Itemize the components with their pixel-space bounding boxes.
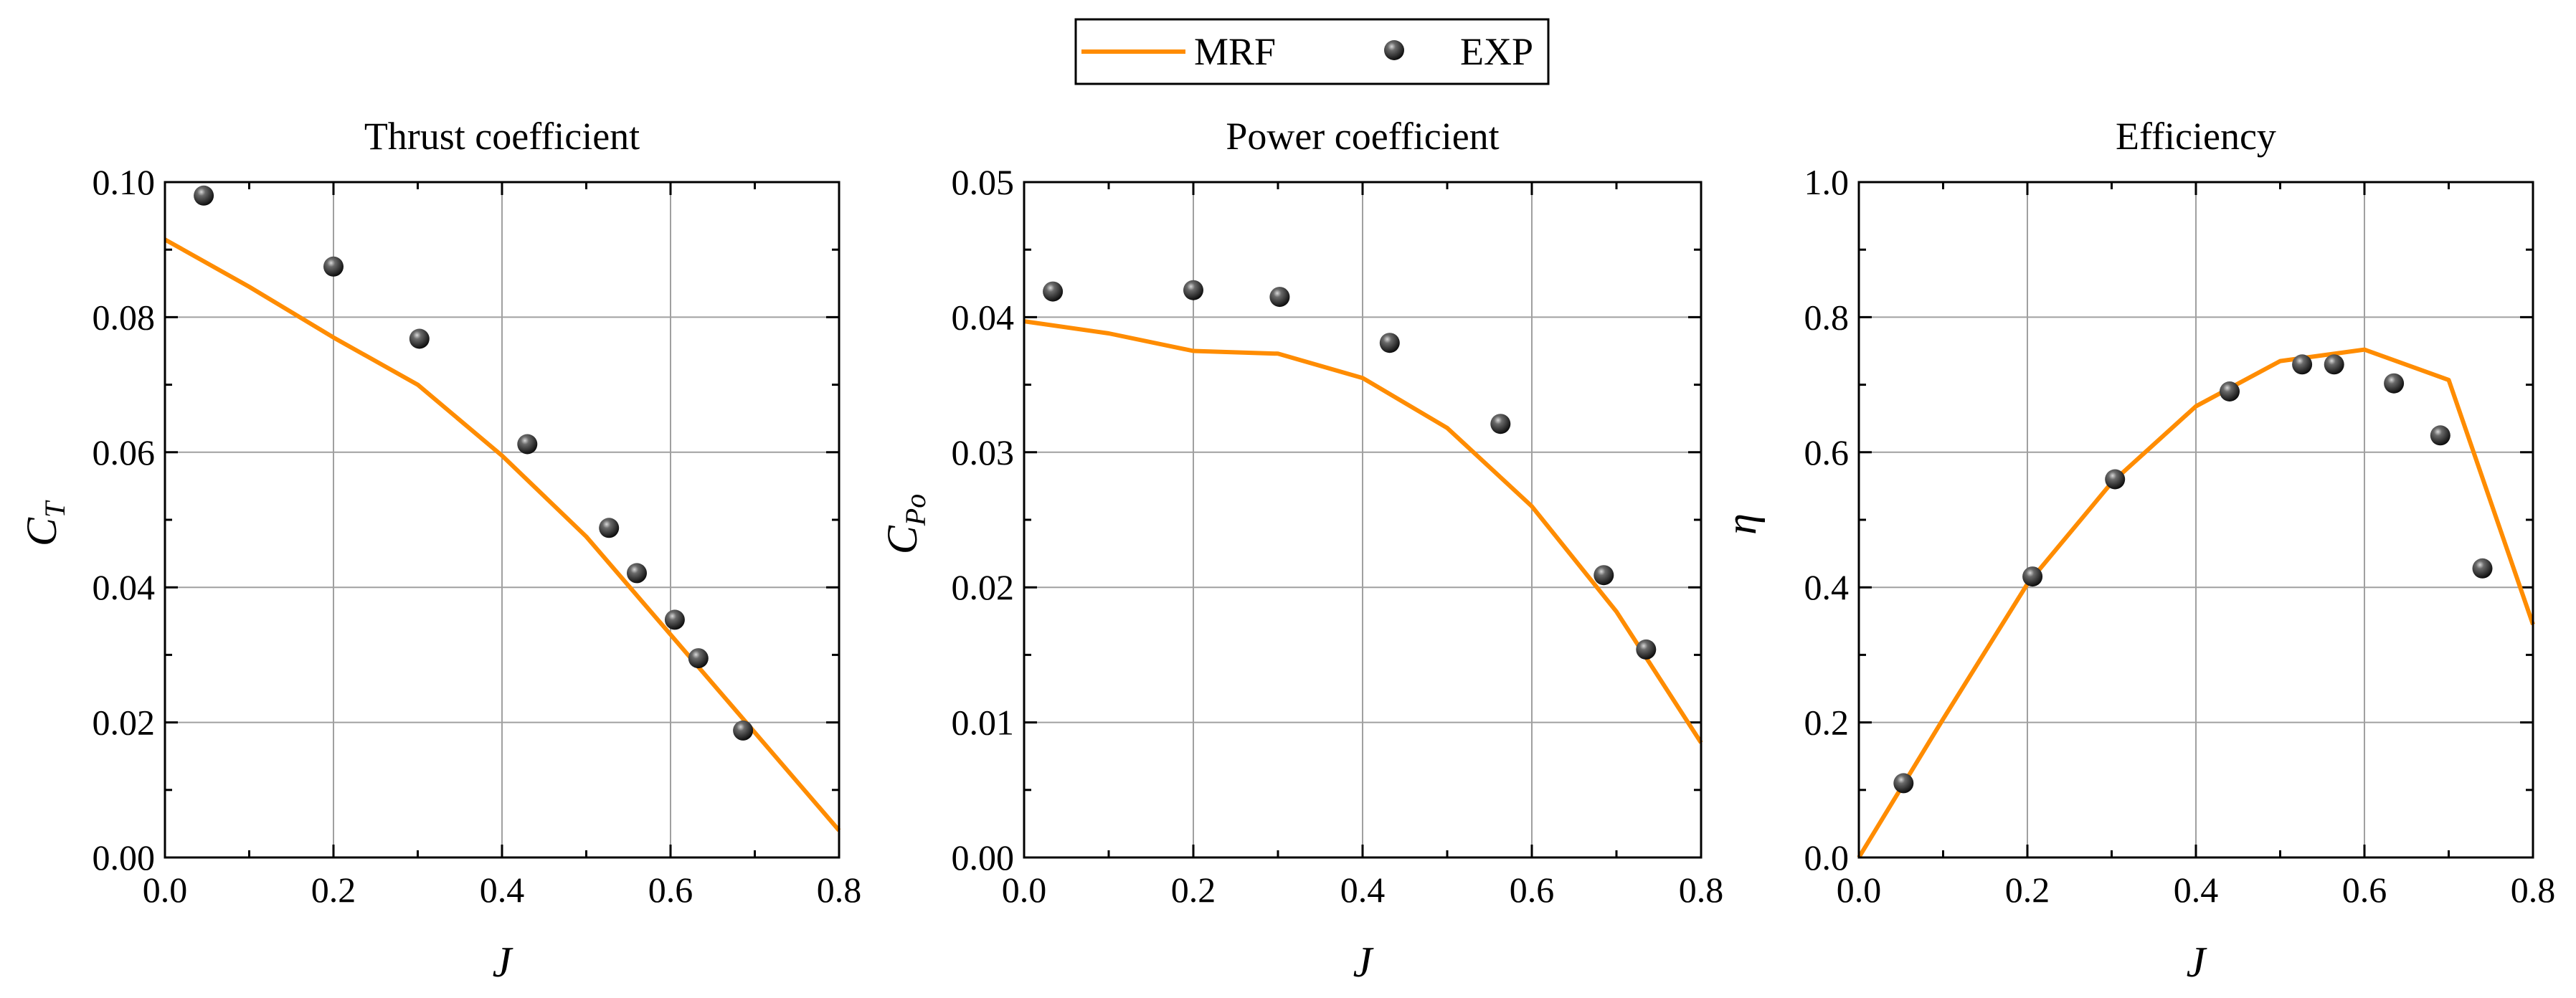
thrust-mrf-line bbox=[164, 237, 841, 832]
efficiency-exp-point bbox=[2105, 469, 2126, 490]
efficiency-exp-point bbox=[2324, 354, 2344, 375]
thrust-exp-point bbox=[664, 609, 685, 630]
ylabel-power-main: C bbox=[879, 525, 926, 554]
svg-text:CPo: CPo bbox=[879, 494, 932, 554]
thrust-exp-point bbox=[599, 518, 620, 538]
thrust-ytick-label: 0.04 bbox=[93, 567, 156, 607]
efficiency-ytick-label: 1.0 bbox=[1804, 162, 1850, 202]
efficiency-exp-point bbox=[2292, 354, 2313, 375]
thrust-exp-point bbox=[194, 185, 214, 206]
efficiency-exp-point bbox=[2472, 558, 2493, 579]
thrust-exp-point bbox=[688, 648, 709, 669]
thrust-ytick-label: 0.10 bbox=[93, 162, 156, 202]
power-exp-point bbox=[1043, 281, 1064, 302]
thrust-xtick-label: 0.4 bbox=[480, 870, 525, 910]
power-ytick-label: 0.02 bbox=[952, 567, 1015, 607]
thrust-exp-point bbox=[323, 256, 344, 277]
efficiency-exp-point bbox=[2384, 373, 2405, 394]
panel-title-thrust: Thrust coefficient bbox=[364, 115, 640, 158]
thrust-exp-point bbox=[627, 563, 647, 584]
ylabel-efficiency-main: η bbox=[1718, 513, 1765, 535]
xlabel-thrust: J bbox=[493, 938, 513, 986]
thrust-exp-point bbox=[409, 328, 430, 349]
thrust-exp-point bbox=[517, 434, 538, 455]
efficiency-ytick-label: 0.6 bbox=[1804, 432, 1850, 472]
power-exp-point bbox=[1490, 414, 1511, 434]
thrust-xtick-label: 0.8 bbox=[817, 870, 862, 910]
power-exp-point bbox=[1183, 280, 1203, 300]
power-ytick-label: 0.04 bbox=[952, 297, 1015, 337]
power-xtick-label: 0.2 bbox=[1171, 870, 1216, 910]
power-plot-frame bbox=[1023, 181, 1703, 859]
efficiency-xtick-label: 0.0 bbox=[1837, 870, 1882, 910]
thrust-xtick-label: 0.0 bbox=[143, 870, 188, 910]
efficiency-ytick-label: 0.0 bbox=[1804, 837, 1850, 878]
xlabel-efficiency: J bbox=[2187, 938, 2207, 986]
efficiency-exp-point bbox=[2220, 381, 2240, 401]
efficiency-mrf-line bbox=[1857, 347, 2535, 859]
legend-mrf-label: MRF bbox=[1194, 30, 1276, 73]
thrust-ytick-label: 0.02 bbox=[93, 703, 156, 743]
legend: MRF EXP bbox=[1074, 18, 1550, 85]
power-xtick-label: 0.0 bbox=[1002, 870, 1047, 910]
efficiency-xtick-label: 0.2 bbox=[2005, 870, 2050, 910]
thrust-ytick-label: 0.06 bbox=[93, 432, 156, 472]
thrust-plot-frame bbox=[164, 181, 840, 859]
efficiency-ytick-label: 0.4 bbox=[1804, 567, 1850, 607]
legend-exp-marker bbox=[1384, 40, 1404, 60]
xlabel-power: J bbox=[1353, 938, 1374, 986]
efficiency-exp-point bbox=[2430, 425, 2450, 446]
efficiency-plot-frame bbox=[1857, 181, 2534, 859]
power-ytick-label: 0.00 bbox=[952, 837, 1015, 878]
thrust-exp-point bbox=[733, 720, 754, 741]
svg-text:CT: CT bbox=[18, 500, 71, 546]
panel-efficiency: Efficiency η J 0.0 0.2 0.4 0.6 0.8 0.0 0.2 0.4 0… bbox=[1718, 115, 2555, 986]
power-exp-point bbox=[1636, 639, 1657, 660]
thrust-xtick-label: 0.6 bbox=[648, 870, 693, 910]
efficiency-xtick-label: 0.8 bbox=[2511, 870, 2556, 910]
power-ytick-label: 0.03 bbox=[952, 432, 1015, 472]
power-xtick-label: 0.4 bbox=[1340, 870, 1386, 910]
panel-power: Power coefficient CPo J 0.0 0.2 0.4 0.6 0.8 0… bbox=[879, 115, 1723, 986]
ylabel-thrust-main: C bbox=[18, 517, 65, 546]
efficiency-xtick-label: 0.4 bbox=[2174, 870, 2219, 910]
ylabel-thrust: CT bbox=[18, 500, 71, 546]
efficiency-ytick-label: 0.8 bbox=[1804, 297, 1850, 337]
ylabel-power: CPo bbox=[879, 494, 932, 554]
panel-title-power: Power coefficient bbox=[1226, 115, 1499, 158]
thrust-ytick-label: 0.00 bbox=[93, 837, 156, 878]
panel-thrust: Thrust coefficient CT J 0.0 0.2 0.4 0.6 0.8 0… bbox=[18, 115, 861, 986]
svg-text:η: η bbox=[1718, 513, 1765, 535]
power-mrf-line bbox=[1023, 319, 1703, 744]
panel-title-efficiency: Efficiency bbox=[2116, 115, 2276, 158]
power-xtick-label: 0.6 bbox=[1510, 870, 1555, 910]
power-ytick-label: 0.01 bbox=[952, 703, 1015, 743]
ylabel-power-sub: Po bbox=[899, 494, 932, 526]
efficiency-exp-point bbox=[2022, 566, 2043, 587]
power-xtick-label: 0.8 bbox=[1679, 870, 1724, 910]
efficiency-xtick-label: 0.6 bbox=[2342, 870, 2387, 910]
efficiency-exp-point bbox=[1893, 773, 1914, 794]
legend-exp-label: EXP bbox=[1460, 30, 1533, 73]
power-ytick-label: 0.05 bbox=[952, 162, 1015, 202]
ylabel-efficiency: η bbox=[1718, 513, 1765, 535]
power-exp-point bbox=[1269, 287, 1290, 308]
ylabel-thrust-sub: T bbox=[39, 500, 71, 518]
power-exp-point bbox=[1379, 333, 1400, 353]
efficiency-ytick-label: 0.2 bbox=[1804, 703, 1850, 743]
thrust-ytick-label: 0.08 bbox=[93, 297, 156, 337]
power-exp-point bbox=[1594, 565, 1614, 586]
thrust-xtick-label: 0.2 bbox=[311, 870, 356, 910]
